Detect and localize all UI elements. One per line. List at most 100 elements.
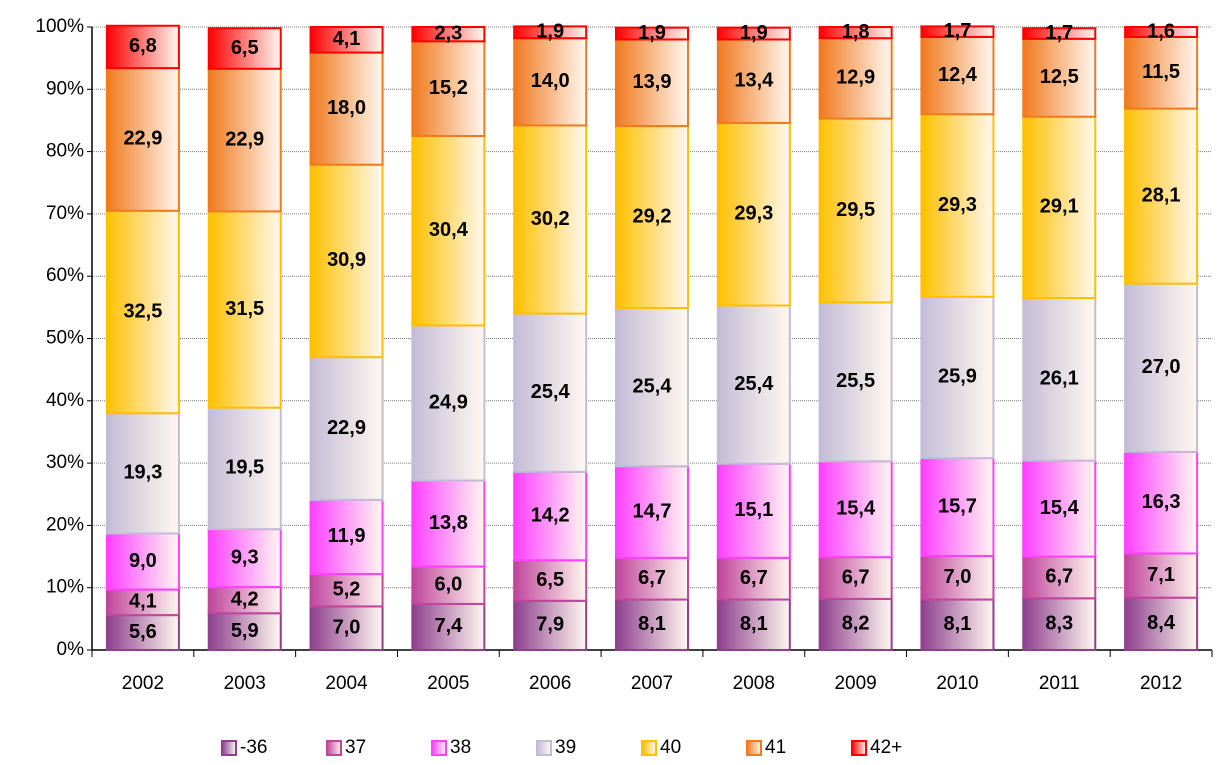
data-label: 24,9 [429, 391, 468, 413]
legend-swatch [641, 740, 657, 756]
bar-segment [615, 465, 689, 559]
bar-segment [411, 40, 486, 138]
data-label: 4,1 [129, 591, 157, 613]
legend-label: 40 [660, 737, 681, 758]
data-label: 9,0 [129, 550, 157, 572]
data-label: 12,4 [938, 64, 978, 86]
bar-segment [1124, 26, 1199, 38]
bar-segment [411, 135, 486, 327]
data-label: 12,9 [836, 67, 875, 89]
bar-segment [818, 556, 893, 600]
bar-segment [207, 210, 282, 409]
legend-label: 42+ [870, 737, 902, 758]
bar-segment [1022, 37, 1097, 118]
bar-segment [1022, 115, 1097, 300]
y-tick-label: 30% [46, 452, 84, 473]
data-label: 19,3 [123, 462, 162, 484]
y-tick-label: 40% [46, 390, 84, 411]
bar-segment [513, 37, 588, 127]
data-label: 25,4 [633, 375, 673, 397]
y-tick-label: 20% [46, 514, 84, 535]
bar-segment [411, 26, 486, 43]
bar-segment [1124, 596, 1199, 652]
bar-segment [105, 614, 180, 651]
bar-segment [818, 460, 893, 559]
legend-swatch [536, 740, 552, 756]
bar-segment [105, 67, 180, 212]
data-label: 1,8 [842, 21, 870, 43]
data-label: 8,1 [740, 613, 768, 635]
bar-segment [920, 25, 995, 38]
bar-segment [411, 324, 486, 482]
data-label: 8,2 [842, 613, 870, 635]
data-label: 5,6 [129, 621, 157, 643]
data-label: 25,4 [531, 381, 571, 403]
data-label: 11,9 [328, 525, 366, 547]
data-label: 8,1 [944, 613, 972, 635]
bar-segment [1124, 552, 1199, 599]
x-tick-label: 2009 [834, 673, 876, 694]
legend-label: -36 [240, 737, 267, 758]
x-tick-label: 2004 [325, 673, 368, 694]
bar-segment [105, 588, 180, 617]
bar-segment [716, 462, 791, 559]
data-label: 16,3 [1142, 491, 1181, 513]
bar-segment [818, 597, 893, 651]
legend-swatch [851, 740, 867, 756]
bar-segment [207, 27, 282, 70]
x-tick-label: 2003 [224, 673, 266, 694]
bar-segment [818, 117, 893, 304]
data-label: 28,1 [1142, 184, 1181, 206]
data-label: 15,4 [1040, 497, 1080, 519]
bar-segment [513, 599, 588, 652]
data-label: 8,1 [638, 613, 666, 635]
y-tick-label: 100% [35, 16, 84, 37]
data-label: 1,7 [1045, 22, 1073, 44]
bar-segment [309, 498, 384, 575]
data-label: 6,8 [129, 35, 157, 57]
bar-segment [818, 26, 893, 40]
bar-segment [615, 26, 689, 41]
bar-segment [309, 356, 384, 501]
data-label: 12,5 [1040, 66, 1079, 88]
bar-segment [1022, 555, 1097, 600]
legend-swatch [431, 740, 447, 756]
data-label: 13,9 [633, 71, 672, 93]
data-label: 18,0 [327, 97, 366, 119]
data-label: 29,3 [938, 194, 977, 216]
data-label: 14,7 [633, 500, 672, 522]
data-label: 5,9 [231, 620, 259, 642]
bar-segment [1022, 597, 1097, 652]
legend-label: 37 [345, 737, 366, 758]
bar-segment [105, 209, 180, 415]
data-label: 6,7 [740, 567, 768, 589]
data-label: 7,9 [536, 614, 564, 636]
data-label: 14,0 [531, 70, 570, 92]
data-label: 22,9 [327, 417, 366, 439]
x-tick-label: 2010 [936, 673, 978, 694]
data-label: 2,3 [434, 22, 462, 44]
data-label: 7,1 [1147, 564, 1175, 586]
bar-segment [818, 37, 893, 120]
bar-segment [1124, 282, 1199, 453]
bar-segment [105, 24, 180, 70]
data-label: 15,4 [836, 497, 876, 519]
bar-segment [105, 412, 180, 535]
bar-segment [1022, 27, 1097, 40]
bar-segment [920, 554, 995, 601]
bar-segment [105, 532, 180, 591]
y-tick-label: 90% [46, 78, 84, 99]
bar-segment [1022, 459, 1097, 558]
data-label: 7,0 [333, 616, 361, 638]
legend-label: 38 [450, 737, 471, 758]
bar-segment [513, 25, 588, 40]
bar-segment [716, 598, 791, 651]
data-label: 7,4 [434, 615, 463, 637]
data-label: 13,8 [429, 512, 468, 534]
data-label: 26,1 [1040, 368, 1079, 390]
bar-segment [716, 26, 791, 41]
bar-segment [309, 51, 384, 166]
data-label: 1,6 [1147, 20, 1175, 42]
bar-segment [411, 479, 486, 568]
y-tick-label: 70% [46, 203, 84, 224]
